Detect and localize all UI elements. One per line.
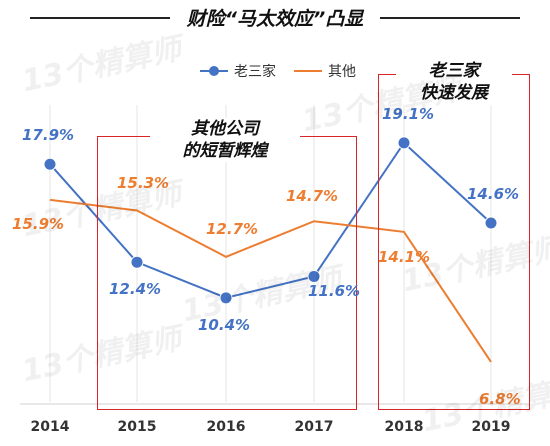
- legend-label-series-2: 其他: [328, 64, 356, 80]
- data-point-series-1-2019: [484, 216, 498, 230]
- annotation-line-1: 其他公司: [191, 119, 259, 139]
- legend-line-series-2: [294, 70, 322, 72]
- annotation-label-others: 其他公司 的短暂辉煌: [150, 118, 300, 162]
- legend-item-series-2: 其他: [294, 61, 356, 81]
- data-label-series-2-2018: 14.1%: [378, 247, 431, 266]
- data-point-series-1-2018: [397, 136, 411, 150]
- data-label-series-2-2017: 14.7%: [286, 187, 339, 206]
- data-label-series-1-2018: 19.1%: [382, 104, 435, 123]
- x-tick-label-2017: 2017: [294, 419, 334, 435]
- data-label-series-1-2016: 10.4%: [198, 315, 251, 334]
- data-label-series-1-2017: 11.6%: [308, 282, 361, 301]
- data-label-series-1-2015: 12.4%: [109, 280, 162, 299]
- data-point-series-1-2014: [43, 157, 57, 171]
- x-tick-label-2016: 2016: [206, 419, 246, 435]
- title-rule-right: [380, 17, 520, 19]
- data-point-series-1-2015: [130, 255, 144, 269]
- title-rule-left: [30, 17, 170, 19]
- legend-label-series-1: 老三家: [234, 64, 276, 80]
- data-label-series-1-2019: 14.6%: [467, 185, 520, 203]
- data-point-series-1-2017: [307, 269, 321, 283]
- annotation-label-top3: 老三家 快速发展: [396, 60, 512, 104]
- chart-title: 财险“马太效应”凸显: [178, 3, 372, 31]
- data-label-series-2-2015: 15.3%: [117, 173, 170, 192]
- title-bar: 财险“马太效应”凸显: [0, 0, 550, 34]
- x-tick-label-2014: 2014: [30, 419, 70, 435]
- annotation-line-1: 老三家: [428, 61, 480, 81]
- data-label-series-2-2016: 12.7%: [206, 219, 259, 238]
- x-tick-label-2018: 2018: [384, 419, 424, 435]
- data-point-series-1-2016: [219, 291, 233, 305]
- legend-swatch-series-1: [200, 65, 228, 77]
- legend-swatch-series-2: [294, 65, 322, 77]
- series-line-2: [49, 198, 492, 363]
- legend: 老三家 其他: [200, 61, 356, 81]
- annotation-line-2: 的短暂辉煌: [182, 141, 268, 161]
- annotation-line-2: 快速发展: [420, 83, 488, 103]
- data-label-series-2-2019: 6.8%: [479, 389, 521, 408]
- legend-item-series-1: 老三家: [200, 61, 276, 81]
- legend-dot-series-1: [209, 66, 219, 76]
- data-label-series-1-2014: 17.9%: [22, 126, 75, 145]
- series-line-1: [49, 141, 492, 299]
- data-label-series-2-2014: 15.9%: [12, 214, 65, 233]
- x-tick-label-2015: 2015: [117, 419, 157, 435]
- x-tick-label-2019: 2019: [471, 419, 511, 435]
